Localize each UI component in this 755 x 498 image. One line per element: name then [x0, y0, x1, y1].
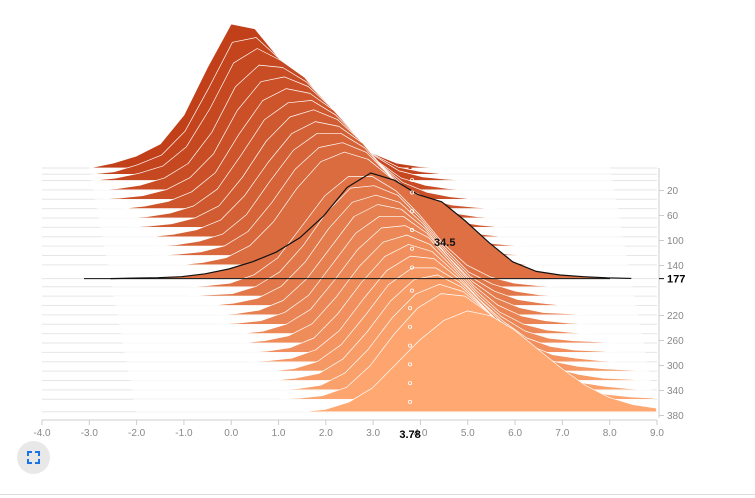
- hover-point: [408, 306, 413, 311]
- y-tick-label: 220: [667, 311, 684, 322]
- y-tick-label: 340: [667, 386, 684, 397]
- hover-point: [408, 324, 413, 329]
- y-tick-label: 300: [667, 361, 684, 372]
- hover-point: [410, 227, 415, 232]
- y-tick-label: 20: [667, 186, 679, 197]
- expand-chart-button[interactable]: [17, 441, 50, 474]
- hover-value-label: 34.5: [434, 237, 455, 249]
- x-tick-label: 5.0: [461, 428, 475, 439]
- hover-point: [408, 362, 413, 367]
- hover-point: [410, 265, 415, 270]
- hover-point: [408, 399, 413, 404]
- x-tick-label: -4.0: [33, 428, 51, 439]
- hover-point: [410, 177, 415, 182]
- x-tick-label: 1.0: [272, 428, 286, 439]
- x-tick-label: 3.0: [366, 428, 380, 439]
- x-tick-label: -2.0: [128, 428, 146, 439]
- y-tick-label: 260: [667, 336, 684, 347]
- histogram-series: [88, 23, 657, 413]
- y-tick-label: 60: [667, 211, 679, 222]
- x-tick-label: 9.0: [650, 428, 664, 439]
- x-tick-label: 8.0: [603, 428, 617, 439]
- hover-marker-top: [408, 166, 412, 169]
- y-tick-label: 100: [667, 236, 684, 247]
- hover-point: [408, 421, 413, 426]
- hover-point: [410, 190, 415, 195]
- hovered-series-outline: [110, 172, 632, 280]
- x-hover-value-label: 3.78: [399, 429, 420, 441]
- hover-point: [410, 246, 415, 251]
- hover-overlay: 34.5: [84, 166, 632, 426]
- x-tick-label: 0.0: [224, 428, 238, 439]
- x-tick-label: 4.0: [414, 428, 428, 439]
- x-tick-label: -3.0: [81, 428, 99, 439]
- y-tick-label: 380: [667, 411, 684, 422]
- fullscreen-icon: [27, 451, 40, 464]
- hover-point: [408, 343, 413, 348]
- x-axis: -4.0 -3.0 -2.0 -1.0 0.0 1.0 2.0 3.0 4.0 5.0 6.0 7.0…: [33, 419, 664, 441]
- x-tick-label: 2.0: [319, 428, 333, 439]
- y-hover-step-label: 177: [667, 274, 685, 286]
- x-tick-label: 7.0: [555, 428, 569, 439]
- hover-point: [410, 209, 415, 214]
- y-tick-label: 140: [667, 261, 684, 272]
- hover-point: [410, 288, 415, 293]
- x-tick-label: 6.0: [508, 428, 522, 439]
- histogram-series-step-390[interactable]: [135, 310, 657, 413]
- x-tick-label: -1.0: [175, 428, 193, 439]
- hover-point: [408, 381, 413, 386]
- y-axis: 20 60 100 140 220 260 300 340 380 177: [658, 168, 685, 422]
- bottom-divider: [0, 494, 755, 495]
